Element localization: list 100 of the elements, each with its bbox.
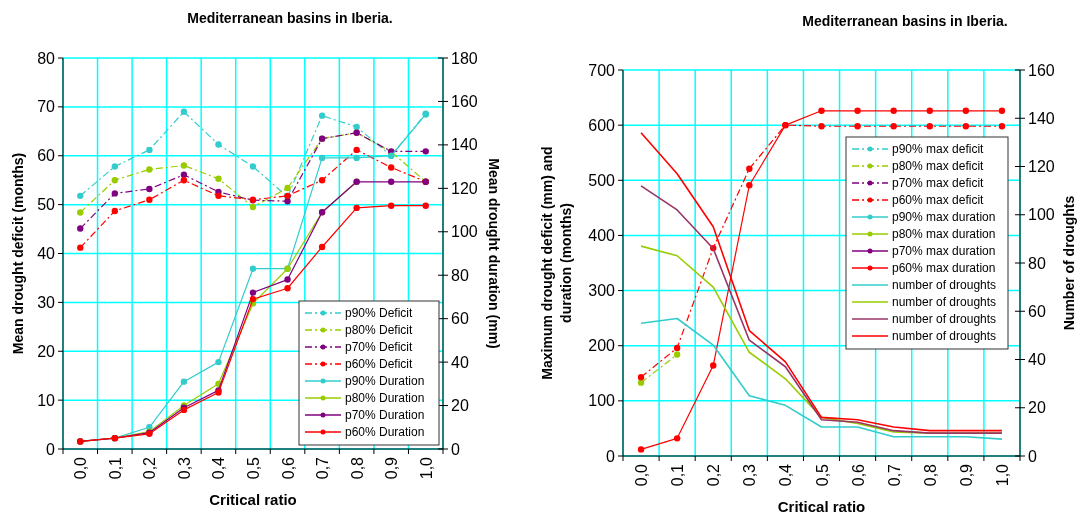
point <box>146 166 153 173</box>
point <box>422 148 429 155</box>
point <box>146 146 153 154</box>
y-tick-label: 30 <box>37 293 56 311</box>
legend-label: number of droughts <box>892 312 997 327</box>
point <box>818 107 825 115</box>
y-tick-label: 300 <box>588 282 616 300</box>
y-tick-label: 60 <box>37 147 56 165</box>
point <box>215 141 222 148</box>
point <box>318 154 326 162</box>
point <box>77 192 84 200</box>
x-tick-label: 0,5 <box>245 456 262 480</box>
point <box>673 344 681 352</box>
legend-label: p90% max deficit <box>892 142 985 157</box>
point <box>111 190 119 197</box>
point <box>77 209 84 216</box>
x-axis-title: Critical ratio <box>777 498 866 515</box>
x-tick-label: 0,2 <box>141 456 159 480</box>
point <box>249 289 257 296</box>
point <box>387 178 395 186</box>
x-tick-label: 0,2 <box>705 463 723 487</box>
x-tick-label: 0,3 <box>741 463 759 487</box>
y-axis-title: Mean drought deficit (months) <box>10 152 26 355</box>
y-tick-label: 500 <box>588 171 616 189</box>
x-tick-label: 0,9 <box>383 456 401 480</box>
point <box>318 112 326 119</box>
point <box>215 358 222 366</box>
legend-label: p70% max deficit <box>892 176 985 191</box>
point <box>284 184 291 192</box>
x-tick-label: 0,8 <box>921 463 939 487</box>
point <box>77 244 84 251</box>
point <box>77 225 84 232</box>
y2-tick-label: 120 <box>1028 158 1055 176</box>
point <box>146 185 153 193</box>
legend-label: p80% max deficit <box>892 159 985 174</box>
x-tick-label: 0,0 <box>633 463 651 487</box>
point <box>146 196 153 203</box>
point <box>926 123 933 130</box>
legend-label: p70% max duration <box>892 244 996 259</box>
point <box>710 362 717 369</box>
point <box>673 351 681 358</box>
point <box>387 164 395 171</box>
y2-tick-label: 180 <box>451 49 478 67</box>
point <box>249 163 257 170</box>
y-tick-label: 400 <box>588 227 616 245</box>
x-tick-label: 0,7 <box>314 456 332 480</box>
y2-tick-label: 20 <box>1028 399 1046 417</box>
point <box>962 123 970 130</box>
legend-label: p70% Duration <box>345 408 425 423</box>
legend-label: number of droughts <box>892 329 997 344</box>
x-tick-label: 0,7 <box>885 463 903 487</box>
point <box>215 192 222 200</box>
point <box>890 107 897 115</box>
point <box>673 435 681 442</box>
legend-label: p60% Duration <box>345 425 425 440</box>
point <box>249 295 257 303</box>
y2-tick-label: 40 <box>451 353 469 371</box>
point <box>215 175 222 182</box>
y-tick-label: 600 <box>588 116 616 134</box>
y2-tick-label: 120 <box>451 179 478 197</box>
point <box>387 152 395 159</box>
legend-label: p80% Deficit <box>345 323 414 338</box>
x-tick-label: 0,6 <box>849 463 867 487</box>
legend-label: p60% max deficit <box>892 193 985 208</box>
x-axis-title: Critical ratio <box>209 491 297 508</box>
point <box>353 154 360 162</box>
point <box>180 171 188 179</box>
point <box>926 107 933 115</box>
x-tick-label: 0,1 <box>106 456 124 480</box>
y-tick-label: 100 <box>588 392 616 410</box>
x-tick-label: 1,0 <box>993 463 1011 487</box>
x-tick-label: 0,5 <box>813 463 831 487</box>
point <box>890 123 897 130</box>
y2-tick-label: 0 <box>451 440 460 458</box>
point <box>854 107 861 115</box>
x-tick-label: 0,9 <box>957 463 975 487</box>
legend-label: p60% Deficit <box>345 357 414 372</box>
point <box>746 182 753 189</box>
point <box>284 198 291 205</box>
point <box>180 108 188 115</box>
legend-label: p70% Deficit <box>345 340 414 355</box>
y2-tick-label: 100 <box>451 223 478 241</box>
point <box>180 162 188 169</box>
y2-tick-label: 0 <box>1028 447 1037 465</box>
y2-tick-label: 160 <box>1028 61 1055 79</box>
point <box>249 265 257 272</box>
y2-tick-label: 20 <box>451 397 469 415</box>
point <box>284 285 291 292</box>
y-tick-label: 0 <box>46 440 56 458</box>
y2-tick-label: 60 <box>1028 302 1046 320</box>
y2-axis-title: Mean drought duration (mm) <box>486 158 502 349</box>
point <box>746 165 753 172</box>
y2-tick-label: 80 <box>451 266 469 284</box>
y2-tick-label: 60 <box>451 310 469 328</box>
y2-tick-label: 140 <box>451 136 478 154</box>
point <box>387 202 395 209</box>
y-tick-label: 200 <box>588 337 616 355</box>
legend-label: p90% Deficit <box>345 306 414 321</box>
point <box>998 123 1006 130</box>
point <box>637 373 645 381</box>
